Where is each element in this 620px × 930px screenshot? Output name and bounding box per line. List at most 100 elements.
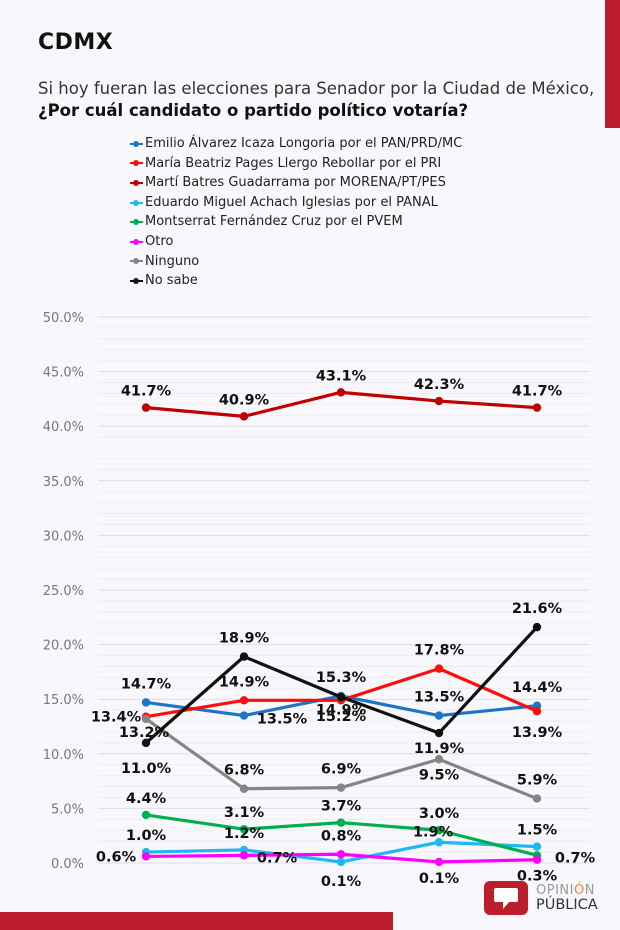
logo-line-2: PÚBLICA [536,897,598,913]
data-label: 13.9% [512,725,563,741]
data-label: 13.5% [414,690,465,706]
data-label: 40.9% [219,392,270,408]
chart-question: Si hoy fueran las elecciones para Senado… [38,78,608,122]
data-point [141,852,151,861]
data-label: 1.0% [126,828,167,844]
data-point [239,652,249,661]
data-point [336,850,346,859]
data-label: 9.5% [419,767,460,783]
data-label: 13.2% [119,725,170,741]
data-label: 5.9% [517,773,558,789]
data-label: 1.5% [517,823,558,839]
data-point [434,838,444,847]
y-tick-label: 25.0% [43,584,84,599]
y-tick-label: 5.0% [51,802,84,817]
logo-line-1: OPINIÓN [536,883,595,898]
data-label: 11.0% [121,761,172,777]
data-point [239,851,249,860]
data-point [434,857,444,867]
data-label: 41.7% [121,384,172,400]
data-label: 0.7% [257,850,298,866]
y-tick-label: 30.0% [43,529,84,544]
legend-label: Montserrat Fernández Cruz por el PVEM [145,214,403,230]
data-label: 14.9% [316,702,367,718]
question-text: Si hoy fueran las elecciones para Senado… [38,79,595,98]
data-point [532,403,542,412]
y-tick-label: 45.0% [43,366,84,381]
legend-label: María Beatriz Pages Llergo Rebollar por … [145,155,442,171]
legend-item: Eduardo Miguel Achach Iglesias por el PA… [130,193,462,213]
data-point [141,714,151,724]
data-point [239,824,249,834]
data-point [141,810,151,820]
data-label: 3.1% [224,805,265,821]
question-bold-text: ¿Por cuál candidato o partido político v… [38,101,469,120]
legend-label: Eduardo Miguel Achach Iglesias por el PA… [145,194,438,210]
top-accent-bar [605,0,620,128]
data-point [434,664,444,673]
data-label: 11.9% [414,741,465,757]
y-tick-label: 40.0% [43,420,84,435]
y-tick-label: 35.0% [43,475,84,490]
data-point [141,738,151,748]
legend-item: Montserrat Fernández Cruz por el PVEM [130,212,462,232]
data-point [532,707,542,716]
data-label: 3.7% [321,799,362,815]
data-label: 13.4% [91,710,142,726]
data-point [336,783,346,792]
data-label: 17.8% [414,643,465,659]
data-label: 0.8% [321,828,362,844]
legend-item: Martí Batres Guadarrama por MORENA/PT/PE… [130,173,462,193]
y-tick-label: 50.0% [43,311,84,326]
y-tick-label: 20.0% [43,639,84,654]
data-label: 42.3% [414,377,465,393]
data-point [336,692,346,702]
y-tick-label: 15.0% [43,693,84,708]
chart-legend: Emilio Álvarez Icaza Longoria por el PAN… [130,134,462,291]
data-label: 6.9% [321,762,362,778]
data-label: 6.8% [224,763,265,779]
data-point [434,711,444,720]
data-label: 3.0% [419,806,460,822]
data-label: 14.7% [121,676,172,692]
speech-bubble-icon [484,881,528,915]
data-point [532,794,542,803]
data-point [532,842,542,851]
data-label: 14.9% [219,674,270,690]
data-point [141,698,151,707]
data-point [239,696,249,705]
data-point [336,388,346,397]
data-point [239,412,249,421]
legend-label: Martí Batres Guadarrama por MORENA/PT/PE… [145,175,446,191]
data-point [141,403,151,412]
data-label: 15.2% [316,709,367,725]
legend-marker-icon [130,139,143,149]
data-label: 0.7% [555,850,596,866]
data-point [336,857,346,867]
data-point [434,728,444,738]
data-label: 1.9% [413,824,454,840]
legend-marker-icon [130,178,143,188]
bottom-accent-bar [0,912,393,930]
legend-label: Otro [145,233,174,249]
legend-item: María Beatriz Pages Llergo Rebollar por … [130,154,462,174]
data-point [239,711,249,720]
data-label: 41.7% [512,384,563,400]
legend-marker-icon [130,237,143,247]
data-point [434,826,444,835]
data-label: 14.4% [512,680,563,696]
data-point [434,396,444,406]
legend-item: Otro [130,232,462,252]
data-label: 0.1% [321,874,362,890]
y-tick-label: 0.0% [51,857,84,872]
legend-marker-icon [130,198,143,208]
data-label: 0.1% [419,871,460,887]
legend-item: No sabe [130,271,462,291]
legend-marker-icon [130,256,143,266]
y-tick-label: 10.0% [43,748,84,763]
data-point [532,622,542,632]
legend-item: Emilio Álvarez Icaza Longoria por el PAN… [130,134,462,154]
page-title: CDMX [38,30,114,55]
data-label: 18.9% [219,631,270,647]
data-label: 13.5% [257,712,308,728]
